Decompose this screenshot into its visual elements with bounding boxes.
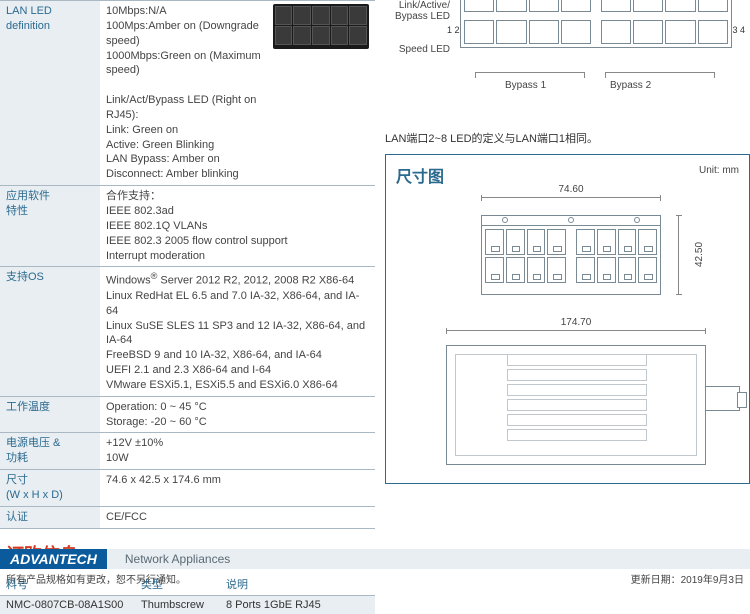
port-block: 5 6 7 8 1 2 — [460, 0, 732, 48]
bypass2-bracket — [605, 72, 715, 78]
speed-led-label: Speed LED — [385, 44, 450, 55]
top-view — [446, 345, 706, 465]
bypass2-label: Bypass 2 — [610, 80, 651, 91]
rj45-jack — [665, 0, 695, 12]
rj45-jack — [698, 20, 728, 44]
order-cell: 8 Ports 1GbE RJ45 — [220, 595, 375, 614]
rj45-jack — [665, 20, 695, 44]
rj45-jack — [561, 20, 591, 44]
spec-label: 认证 — [0, 506, 100, 528]
bypass1-bracket — [475, 72, 585, 78]
rj45-jack — [496, 20, 526, 44]
led-diagram: Link/Active/ Bypass LED Speed LED 5 6 7 … — [385, 0, 750, 100]
bypass1-label: Bypass 1 — [505, 80, 546, 91]
spec-label: 电源电压 &功耗 — [0, 433, 100, 470]
dimension-drawing: 尺寸图 Unit: mm 74.60 42.50 174.70 — [385, 154, 750, 484]
spec-table-region: LAN LED definition10Mbps:N/A100Mps:Amber… — [0, 0, 375, 614]
rj45-jack — [529, 0, 559, 12]
right-column: Link/Active/ Bypass LED Speed LED 5 6 7 … — [375, 0, 750, 614]
rj45-jack — [529, 20, 559, 44]
rj45-jack — [464, 20, 494, 44]
footer-updated: 更新日期：2019年9月3日 — [631, 571, 744, 586]
port-num-34: 3 4 — [732, 25, 745, 35]
spec-label: 应用软件特性 — [0, 186, 100, 267]
spec-label: 尺寸(W x H x D) — [0, 470, 100, 507]
dim-width: 74.60 — [481, 197, 661, 209]
rj45-jack — [601, 0, 631, 12]
spec-value: 74.6 x 42.5 x 174.6 mm — [100, 470, 375, 507]
footer-disclaimer: 所有产品规格如有更改，恕不另行通知。 — [6, 571, 186, 586]
rj45-jack — [561, 0, 591, 12]
dim-height: 42.50 — [678, 215, 679, 295]
rj45-jack — [464, 0, 494, 12]
spec-label: LAN LED definition — [0, 1, 100, 186]
rj45-jack — [601, 20, 631, 44]
link-bypass-led-label: Link/Active/ Bypass LED — [385, 0, 450, 22]
spec-value: Windows® Server 2012 R2, 2012, 2008 R2 X… — [100, 267, 375, 396]
dimension-unit: Unit: mm — [699, 165, 739, 176]
spec-label: 工作温度 — [0, 396, 100, 433]
spec-value: 合作支持：IEEE 802.3adIEEE 802.1Q VLANsIEEE 8… — [100, 186, 375, 267]
port-num-56: 5 6 — [447, 0, 460, 1]
spec-table: LAN LED definition10Mbps:N/A100Mps:Amber… — [0, 0, 375, 529]
order-cell: Thumbscrew — [135, 595, 220, 614]
footer-category: Network Appliances — [107, 552, 230, 566]
pcb-extension — [705, 386, 740, 411]
rj45-jack — [633, 20, 663, 44]
spec-label: 支持OS — [0, 267, 100, 396]
rj45-jack — [633, 0, 663, 12]
rj45-jack — [698, 0, 728, 12]
port-photo — [273, 4, 369, 49]
dim-depth: 174.70 — [446, 330, 706, 342]
page-footer: ADVANTECH Network Appliances 所有产品规格如有更改，… — [0, 549, 750, 591]
spec-value: 10Mbps:N/A100Mps:Amber on (Downgrade spe… — [100, 1, 375, 186]
front-view — [481, 215, 661, 295]
spec-value: Operation: 0 ~ 45 °CStorage: -20 ~ 60 °C — [100, 396, 375, 433]
port-num-12: 1 2 — [447, 25, 460, 35]
brand-logo: ADVANTECH — [0, 549, 107, 569]
dimension-title: 尺寸图 — [396, 163, 444, 187]
led-note: LAN端口2~8 LED的定义与LAN端口1相同。 — [385, 130, 750, 146]
port-num-78: 7 8 — [732, 0, 745, 1]
rj45-jack — [496, 0, 526, 12]
spec-value: CE/FCC — [100, 506, 375, 528]
spec-value: +12V ±10%10W — [100, 433, 375, 470]
order-cell: NMC-0807CB-08A1S00 — [0, 595, 135, 614]
